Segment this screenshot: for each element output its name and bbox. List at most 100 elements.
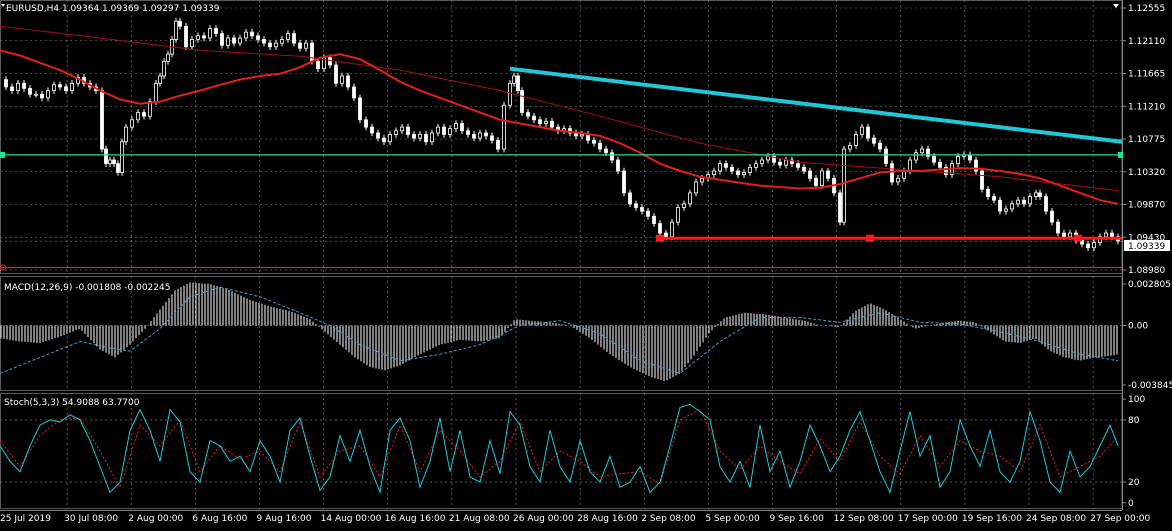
candle-body[interactable]	[346, 75, 350, 88]
candle-body[interactable]	[754, 163, 758, 168]
candle-body[interactable]	[688, 192, 692, 205]
candle-body[interactable]	[932, 155, 936, 163]
candle-body[interactable]	[340, 75, 344, 84]
candle-body[interactable]	[802, 166, 806, 172]
support-line-red-handle[interactable]	[1074, 234, 1082, 242]
candle-body[interactable]	[46, 90, 50, 99]
candle-body[interactable]	[1038, 192, 1042, 197]
candle-body[interactable]	[108, 159, 112, 165]
stoch-panel[interactable]	[0, 403, 1119, 495]
candle-body[interactable]	[860, 126, 864, 135]
candle-body[interactable]	[854, 134, 858, 146]
candle-body[interactable]	[1004, 208, 1008, 212]
candle-body[interactable]	[986, 188, 990, 197]
candle-body[interactable]	[190, 39, 194, 48]
candle-body[interactable]	[890, 163, 894, 183]
candle-body[interactable]	[104, 148, 108, 165]
macd-panel[interactable]	[0, 282, 1119, 382]
candle-body[interactable]	[262, 39, 266, 44]
trendline[interactable]	[509, 66, 1123, 144]
candle-body[interactable]	[760, 159, 764, 165]
candle-body[interactable]	[120, 141, 124, 173]
candle-body[interactable]	[116, 163, 120, 173]
candle-body[interactable]	[178, 20, 182, 27]
candle-body[interactable]	[544, 120, 548, 124]
candle-body[interactable]	[1086, 243, 1090, 249]
candle-body[interactable]	[1062, 232, 1066, 238]
candle-body[interactable]	[274, 42, 278, 48]
candle-body[interactable]	[52, 84, 56, 92]
candle-body[interactable]	[646, 210, 650, 217]
candle-body[interactable]	[896, 177, 900, 183]
candle-body[interactable]	[112, 159, 116, 165]
candle-body[interactable]	[34, 93, 38, 96]
price-panel[interactable]	[0, 17, 1123, 271]
candle-body[interactable]	[712, 170, 716, 176]
candle-body[interactable]	[718, 163, 722, 172]
candle-body[interactable]	[250, 31, 254, 37]
candle-body[interactable]	[616, 159, 620, 172]
candle-body[interactable]	[142, 112, 146, 117]
candle-body[interactable]	[158, 75, 162, 84]
candle-body[interactable]	[1010, 203, 1014, 210]
candle-body[interactable]	[516, 75, 520, 92]
candle-body[interactable]	[64, 86, 68, 92]
candle-body[interactable]	[842, 148, 846, 223]
candle-body[interactable]	[604, 148, 608, 154]
candle-body[interactable]	[920, 148, 924, 154]
candle-body[interactable]	[610, 152, 614, 161]
candle-body[interactable]	[520, 90, 524, 113]
candle-body[interactable]	[244, 31, 248, 39]
candle-body[interactable]	[460, 123, 464, 132]
candle-body[interactable]	[682, 203, 686, 208]
candle-body[interactable]	[1034, 192, 1038, 197]
candle-body[interactable]	[908, 159, 912, 172]
candle-body[interactable]	[4, 79, 8, 88]
candle-body[interactable]	[914, 152, 918, 161]
candle-body[interactable]	[448, 128, 452, 135]
candle-body[interactable]	[196, 35, 200, 40]
candle-body[interactable]	[124, 126, 128, 143]
candle-body[interactable]	[280, 39, 284, 44]
candle-body[interactable]	[328, 57, 332, 66]
candle-body[interactable]	[872, 137, 876, 144]
candle-body[interactable]	[22, 82, 26, 89]
candle-body[interactable]	[944, 166, 948, 176]
candle-body[interactable]	[1016, 199, 1020, 205]
candle-body[interactable]	[364, 119, 368, 128]
candle-body[interactable]	[848, 145, 852, 150]
candle-body[interactable]	[70, 82, 74, 92]
candle-body[interactable]	[658, 223, 662, 234]
candle-body[interactable]	[664, 232, 668, 238]
candle-body[interactable]	[184, 25, 188, 48]
candle-body[interactable]	[1092, 242, 1096, 249]
candle-body[interactable]	[100, 90, 104, 150]
support-line-red-handle[interactable]	[656, 234, 664, 242]
candle-body[interactable]	[472, 134, 476, 139]
candle-body[interactable]	[496, 139, 500, 150]
candle-body[interactable]	[736, 170, 740, 176]
candle-body[interactable]	[866, 126, 870, 139]
dropdown-arrow-icon[interactable]	[1, 4, 5, 7]
candle-body[interactable]	[790, 159, 794, 165]
candle-body[interactable]	[622, 170, 626, 194]
candle-body[interactable]	[454, 123, 458, 129]
candle-body[interactable]	[238, 37, 242, 44]
candle-body[interactable]	[998, 199, 1002, 212]
candle-body[interactable]	[442, 126, 446, 135]
candle-body[interactable]	[310, 42, 314, 62]
candle-body[interactable]	[316, 60, 320, 70]
candle-body[interactable]	[352, 86, 356, 99]
candle-body[interactable]	[298, 42, 302, 49]
candle-body[interactable]	[694, 181, 698, 194]
candle-body[interactable]	[268, 42, 272, 48]
candle-body[interactable]	[376, 132, 380, 139]
bottom-red-line-handle[interactable]	[0, 264, 6, 271]
candle-body[interactable]	[214, 28, 218, 35]
candle-body[interactable]	[512, 75, 516, 84]
candle-body[interactable]	[838, 192, 842, 223]
candle-body[interactable]	[724, 163, 728, 168]
candle-body[interactable]	[162, 60, 166, 77]
candle-body[interactable]	[772, 155, 776, 163]
